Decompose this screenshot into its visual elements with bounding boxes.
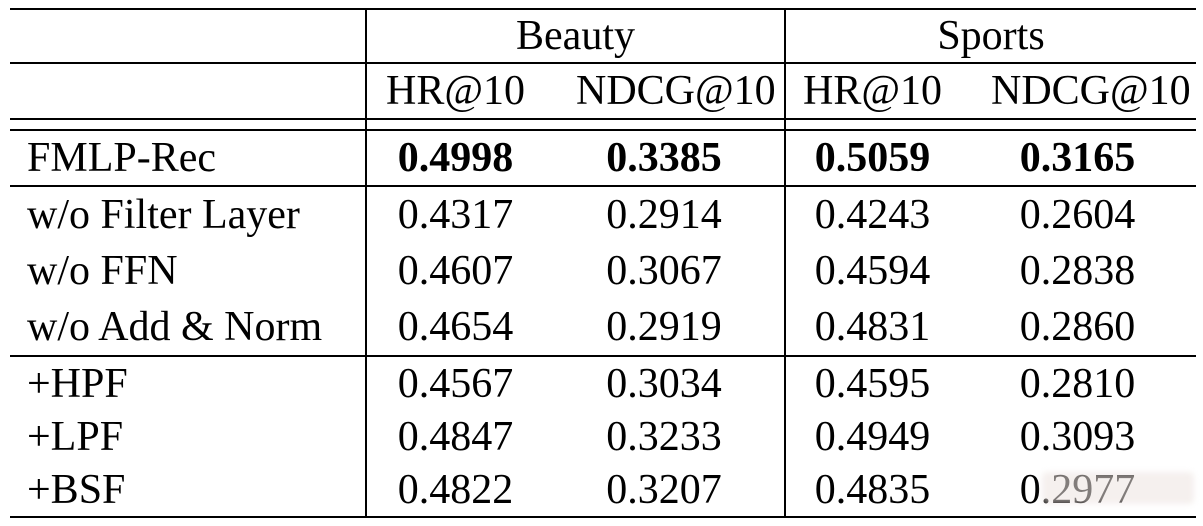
ablation-results-table: Beauty Sports HR@10 NDCG@10 HR@10 NDCG@1…: [10, 8, 1197, 518]
metric-value: 0.4654: [366, 299, 576, 357]
metric-header-sports-hr10: HR@10: [785, 63, 991, 120]
row-label: +LPF: [10, 410, 367, 463]
row-label: w/o FFN: [10, 243, 367, 299]
metric-value: 0.4594: [814, 248, 931, 294]
metric-value: 0.2914: [576, 186, 786, 243]
metric-value: 0.4607: [397, 248, 514, 294]
table-row-lpf: +LPF 0.4847 0.3233 0.4949 0.3093: [10, 410, 1196, 463]
metric-value: 0.4949: [814, 413, 931, 460]
metric-value: 0.4847: [397, 413, 514, 460]
table-row-wo-add-norm: w/o Add & Norm 0.4654 0.2919 0.4831 0.28…: [10, 299, 1197, 357]
metric-value: 0.2604: [1019, 192, 1136, 238]
metric-value: 0.4595: [814, 360, 931, 407]
metric-value: 0.3067: [576, 243, 786, 299]
metric-value: 0.4822: [397, 466, 514, 513]
corner-empty-cell: [10, 9, 367, 64]
metric-header-row: HR@10 NDCG@10 HR@10 NDCG@10: [10, 63, 1197, 120]
metric-header-beauty-hr10: HR@10: [366, 63, 576, 120]
metric-value: 0.2838: [1019, 248, 1136, 294]
row-label: w/o Filter Layer: [10, 186, 367, 243]
metric-value: 0.4243: [814, 192, 931, 238]
metric-header-sports-ndcg10: NDCG@10: [991, 63, 1197, 120]
group-header-row: Beauty Sports: [10, 9, 1197, 64]
metric-value: 0.5059: [785, 130, 991, 187]
metric-value: 0.4998: [366, 130, 576, 187]
metric-value: 0.3093: [1019, 413, 1136, 460]
metric-value: 0.4317: [397, 192, 514, 238]
metric-value: 0.3233: [576, 410, 786, 463]
metric-value: 0.3034: [576, 356, 786, 410]
table-row-wo-filter-layer: w/o Filter Layer 0.4317 0.2914 0.4243 0.…: [10, 186, 1196, 243]
metric-value: 0.4567: [397, 360, 514, 407]
metric-value: 0.3385: [576, 130, 786, 187]
metric-value: 0.4831: [785, 299, 991, 357]
row-label: FMLP-Rec: [10, 130, 367, 187]
metric-value: 0.2977: [1019, 466, 1136, 513]
table-row-hpf: +HPF 0.4567 0.3034 0.4595 0.2810: [10, 356, 1196, 410]
double-rule-spacer-row: [10, 119, 1197, 131]
table-row-wo-ffn: w/o FFN 0.4607 0.3067 0.4594 0.2838: [10, 243, 1196, 299]
spacer-cell: [366, 119, 786, 131]
table-row-fmlp-rec: FMLP-Rec 0.4998 0.3385 0.5059 0.3165: [10, 130, 1197, 187]
table-row-bsf: +BSF 0.4822 0.3207 0.4835 0.2977: [10, 463, 1196, 517]
row-label: +BSF: [10, 463, 367, 517]
metric-value: 0.3207: [576, 463, 786, 517]
metric-empty-cell: [10, 63, 367, 120]
metric-value: 0.2919: [576, 299, 786, 357]
group-header-sports: Sports: [785, 9, 1197, 64]
spacer-cell: [785, 119, 1197, 131]
metric-value: 0.2860: [991, 299, 1197, 357]
metric-value: 0.2810: [1019, 360, 1136, 407]
metric-value: 0.3165: [991, 130, 1197, 187]
metric-header-beauty-ndcg10: NDCG@10: [576, 63, 786, 120]
row-label: w/o Add & Norm: [10, 299, 367, 357]
metric-value: 0.4835: [814, 466, 931, 513]
row-label: +HPF: [10, 356, 367, 410]
spacer-cell: [10, 119, 367, 131]
group-header-beauty: Beauty: [366, 9, 786, 64]
